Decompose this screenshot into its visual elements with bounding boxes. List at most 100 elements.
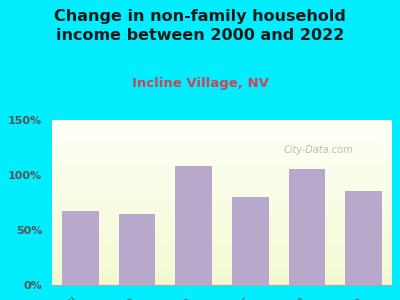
Bar: [52, 283, 392, 285]
Bar: [52, 222, 392, 224]
Bar: [52, 254, 392, 255]
Bar: [52, 249, 392, 250]
Bar: [52, 260, 392, 262]
Bar: [52, 257, 392, 259]
Bar: [52, 280, 392, 282]
Bar: [52, 197, 392, 199]
Bar: [52, 259, 392, 260]
Bar: [52, 272, 392, 274]
Bar: [52, 178, 392, 179]
Bar: [52, 270, 392, 272]
Bar: [52, 206, 392, 207]
Bar: [52, 135, 392, 137]
Bar: [52, 181, 392, 183]
Bar: [52, 242, 392, 244]
Bar: [52, 160, 392, 161]
Bar: [52, 282, 392, 283]
Bar: [52, 278, 392, 280]
Bar: [52, 232, 392, 234]
Bar: [52, 202, 392, 204]
Bar: [52, 153, 392, 154]
Bar: [52, 214, 392, 216]
Bar: [52, 122, 392, 123]
Bar: [52, 171, 392, 173]
Bar: [52, 158, 392, 160]
Bar: [52, 209, 392, 211]
Bar: [288, 169, 326, 285]
Bar: [52, 262, 392, 263]
Bar: [52, 277, 392, 278]
Bar: [52, 274, 392, 275]
Bar: [52, 239, 392, 241]
Bar: [52, 220, 392, 222]
Bar: [52, 127, 392, 128]
Bar: [52, 123, 392, 125]
Bar: [52, 207, 392, 209]
Bar: [52, 154, 392, 156]
Bar: [52, 125, 392, 127]
Bar: [52, 216, 392, 217]
Bar: [52, 255, 392, 257]
Bar: [52, 143, 392, 145]
Bar: [52, 201, 392, 203]
Bar: [52, 267, 392, 268]
Bar: [52, 227, 392, 229]
Bar: [52, 169, 392, 171]
Bar: [52, 219, 392, 220]
Bar: [52, 163, 392, 164]
Bar: [52, 164, 392, 166]
Bar: [52, 150, 392, 151]
Bar: [52, 131, 392, 133]
Bar: [52, 151, 392, 153]
Bar: [175, 166, 212, 285]
Bar: [52, 179, 392, 181]
Bar: [118, 214, 156, 285]
Bar: [52, 226, 392, 227]
Bar: [52, 136, 392, 138]
Bar: [52, 161, 392, 163]
Bar: [52, 268, 392, 270]
Bar: [52, 188, 392, 189]
Bar: [52, 120, 392, 122]
Bar: [52, 130, 392, 131]
Bar: [52, 176, 392, 178]
Bar: [52, 128, 392, 130]
Bar: [52, 217, 392, 219]
Bar: [52, 186, 392, 188]
Bar: [52, 252, 392, 254]
Bar: [52, 263, 392, 265]
Bar: [52, 265, 392, 267]
Bar: [52, 194, 392, 196]
Bar: [52, 189, 392, 191]
Bar: [52, 241, 392, 242]
Bar: [52, 204, 392, 206]
Bar: [52, 275, 392, 277]
Bar: [52, 183, 392, 184]
Bar: [52, 184, 392, 186]
Bar: [52, 166, 392, 168]
Bar: [52, 148, 392, 150]
Bar: [62, 211, 99, 285]
Bar: [52, 250, 392, 252]
Text: Incline Village, NV: Incline Village, NV: [132, 76, 268, 89]
Bar: [52, 168, 392, 169]
Bar: [52, 237, 392, 239]
Bar: [52, 156, 392, 158]
Bar: [52, 244, 392, 245]
Bar: [52, 230, 392, 232]
Bar: [52, 196, 392, 197]
Bar: [52, 247, 392, 249]
Bar: [52, 229, 392, 230]
Bar: [52, 145, 392, 146]
Bar: [52, 234, 392, 236]
Bar: [232, 197, 269, 285]
Bar: [345, 191, 382, 285]
Bar: [52, 224, 392, 226]
Bar: [52, 146, 392, 148]
Bar: [52, 138, 392, 140]
Bar: [52, 211, 392, 212]
Bar: [52, 140, 392, 141]
Bar: [52, 245, 392, 247]
Bar: [52, 236, 392, 237]
Text: Change in non-family household
income between 2000 and 2022: Change in non-family household income be…: [54, 9, 346, 43]
